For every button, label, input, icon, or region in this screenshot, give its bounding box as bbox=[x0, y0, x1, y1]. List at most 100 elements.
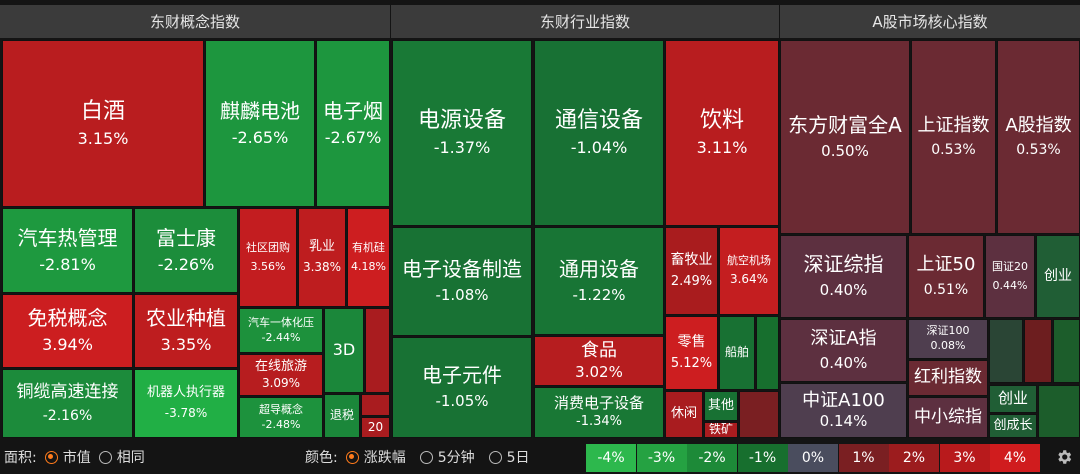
treemap-tile-small[interactable] bbox=[1038, 385, 1080, 438]
treemap-tile[interactable]: 食品 3.02% bbox=[534, 336, 664, 386]
treemap-tile[interactable]: 汽车一体化压 -2.44% bbox=[239, 308, 323, 353]
treemap-tile[interactable]: 白酒 3.15% bbox=[2, 40, 204, 207]
treemap-tile[interactable]: 创业 bbox=[1036, 235, 1080, 318]
treemap-tile[interactable] bbox=[361, 394, 390, 416]
area-control: 面积: 市值 相同 bbox=[4, 440, 145, 474]
tile-name: 铜缆高速连接 bbox=[16, 381, 119, 402]
tile-name: 东方财富全A bbox=[788, 112, 902, 137]
tile-name: 饮料 bbox=[699, 108, 744, 134]
treemap-tile[interactable]: 创成长 bbox=[989, 414, 1037, 438]
treemap-tile[interactable]: 零售 5.12% bbox=[665, 316, 718, 390]
tile-percent: 4.18% bbox=[351, 259, 386, 273]
legend-cell: 4% bbox=[990, 444, 1040, 472]
treemap-tile[interactable]: 船舶 bbox=[719, 316, 755, 390]
treemap-tile[interactable]: 机器人执行器 -3.78% bbox=[134, 369, 238, 438]
tile-name: 机器人执行器 bbox=[146, 385, 225, 401]
area-option-0[interactable]: 市值 bbox=[62, 450, 91, 466]
treemap-tile[interactable]: 麒麟电池 -2.65% bbox=[205, 40, 315, 207]
treemap-tile[interactable]: 其他 bbox=[704, 391, 738, 421]
treemap-tile[interactable]: 电源设备 -1.37% bbox=[392, 40, 532, 226]
treemap-tile[interactable]: 畜牧业 2.49% bbox=[665, 227, 718, 315]
tile-name: 创成长 bbox=[993, 417, 1033, 433]
treemap-tile[interactable]: 3D bbox=[324, 308, 364, 393]
treemap-tile[interactable]: 电子元件 -1.05% bbox=[392, 337, 532, 438]
treemap-tile[interactable] bbox=[365, 308, 390, 393]
treemap-tile[interactable]: 创业 bbox=[989, 385, 1037, 413]
tile-percent: -2.16% bbox=[42, 408, 93, 425]
color-radio-2[interactable] bbox=[488, 450, 502, 464]
color-radio-0[interactable] bbox=[345, 450, 359, 464]
tile-name: 富士康 bbox=[156, 225, 216, 250]
tile-name: 通信设备 bbox=[554, 108, 643, 134]
tile-percent: 0.40% bbox=[819, 354, 868, 373]
treemap-tile[interactable]: 社区团购 3.56% bbox=[239, 208, 297, 307]
treemap-tile[interactable]: 通用设备 -1.22% bbox=[534, 227, 664, 335]
treemap-tile[interactable]: 乳业 3.38% bbox=[298, 208, 346, 307]
treemap-tile[interactable]: 铜缆高速连接 -2.16% bbox=[2, 369, 133, 438]
tile-percent: 0.50% bbox=[821, 141, 869, 160]
treemap-tile-small[interactable] bbox=[989, 319, 1023, 383]
treemap-tile-small[interactable] bbox=[756, 316, 779, 390]
treemap-tile[interactable]: 农业种植 3.35% bbox=[134, 294, 238, 368]
treemap-tile[interactable]: 深证A指 0.40% bbox=[780, 319, 907, 382]
treemap-tile[interactable]: 通信设备 -1.04% bbox=[534, 40, 664, 226]
tile-percent: -2.65% bbox=[231, 127, 289, 147]
treemap-tile[interactable]: 退税 bbox=[324, 394, 360, 438]
tile-percent: 3.94% bbox=[42, 335, 93, 355]
area-radio-1[interactable] bbox=[98, 450, 112, 464]
tile-percent: 5.12% bbox=[670, 355, 713, 371]
treemap-tile[interactable]: 铁矿 bbox=[704, 422, 738, 438]
tile-percent: 2.49% bbox=[670, 273, 713, 289]
treemap-tile[interactable]: 20 bbox=[361, 417, 390, 438]
treemap-tile[interactable]: 有机硅 4.18% bbox=[347, 208, 390, 307]
tile-name: A股指数 bbox=[1005, 114, 1072, 136]
treemap-tile[interactable]: 富士康 -2.26% bbox=[134, 208, 238, 293]
treemap-tile[interactable]: 中小综指 bbox=[908, 397, 988, 438]
treemap-tile[interactable]: A股指数 0.53% bbox=[997, 40, 1080, 234]
color-option-2[interactable]: 5日 bbox=[506, 450, 530, 466]
section-title-1: 东财行业指数 bbox=[391, 5, 779, 38]
treemap-tile[interactable]: 消费电子设备 -1.34% bbox=[534, 387, 664, 438]
treemap-tile[interactable]: 饮料 3.11% bbox=[665, 40, 779, 226]
color-option-1[interactable]: 5分钟 bbox=[437, 450, 475, 466]
treemap-tile[interactable]: 国证20 0.44% bbox=[985, 235, 1035, 318]
tile-name: 零售 bbox=[677, 334, 706, 351]
color-option-0[interactable]: 涨跌幅 bbox=[363, 450, 406, 466]
tile-percent: -3.78% bbox=[164, 406, 208, 421]
tile-name: 汽车热管理 bbox=[17, 225, 118, 250]
treemap-tile[interactable]: 免税概念 3.94% bbox=[2, 294, 133, 368]
treemap-tile[interactable]: 休闲 bbox=[665, 391, 703, 438]
area-option-1[interactable]: 相同 bbox=[116, 450, 145, 466]
tile-name: 有机硅 bbox=[352, 240, 385, 254]
treemap-tile[interactable]: 东方财富全A 0.50% bbox=[780, 40, 910, 234]
tile-percent: 0.08% bbox=[930, 339, 966, 352]
treemap-tile[interactable]: 在线旅游 3.09% bbox=[239, 354, 323, 396]
treemap-tile-small[interactable] bbox=[1053, 319, 1080, 383]
tile-name: 食品 bbox=[581, 340, 617, 362]
treemap-tile[interactable]: 航空机场 3.64% bbox=[719, 227, 779, 315]
tile-percent: 0.44% bbox=[992, 278, 1028, 292]
treemap-tile[interactable]: 深证综指 0.40% bbox=[780, 235, 907, 318]
treemap-tile[interactable]: 深证100 0.08% bbox=[908, 319, 988, 359]
treemap-tile[interactable]: 超导概念 -2.48% bbox=[239, 397, 323, 438]
tile-percent: -1.22% bbox=[572, 285, 626, 304]
treemap-tile-small[interactable] bbox=[739, 391, 779, 438]
treemap-tile[interactable]: 上证50 0.51% bbox=[908, 235, 984, 318]
treemap-tile[interactable]: 红利指数 bbox=[908, 360, 988, 396]
tile-name: 深证综指 bbox=[803, 252, 884, 277]
treemap-tile[interactable]: 上证指数 0.53% bbox=[911, 40, 996, 234]
treemap-tile[interactable]: 电子烟 -2.67% bbox=[316, 40, 390, 207]
treemap-tile[interactable]: 电子设备制造 -1.08% bbox=[392, 227, 532, 336]
color-radio-1[interactable] bbox=[419, 450, 433, 464]
tile-name: 上证指数 bbox=[917, 114, 990, 136]
tile-name: 20 bbox=[367, 419, 384, 434]
area-radio-0[interactable] bbox=[44, 450, 58, 464]
tile-name: 消费电子设备 bbox=[553, 394, 644, 413]
treemap-tile[interactable]: 汽车热管理 -2.81% bbox=[2, 208, 133, 293]
legend-cell: -1% bbox=[737, 444, 788, 472]
gear-icon[interactable] bbox=[1052, 444, 1076, 470]
treemap-tile-small[interactable] bbox=[1024, 319, 1052, 383]
tile-name: 3D bbox=[332, 340, 356, 360]
treemap-tile[interactable]: 中证A100 0.14% bbox=[780, 383, 907, 438]
tile-percent: -1.05% bbox=[435, 392, 489, 411]
